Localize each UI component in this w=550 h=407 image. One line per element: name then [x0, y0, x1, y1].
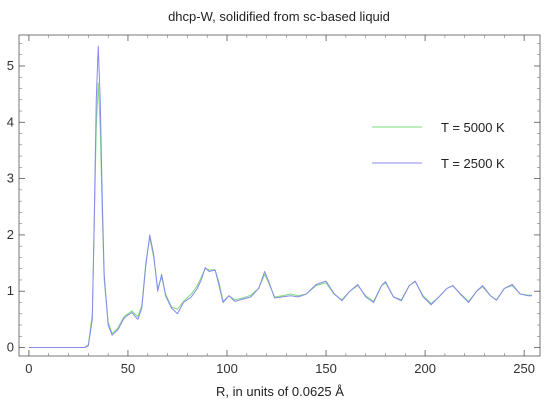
y-tick-label: 0: [7, 340, 14, 355]
legend-label-2: T = 2500 K: [441, 156, 505, 171]
y-tick-label: 4: [7, 114, 14, 129]
x-tick-label: 150: [315, 361, 337, 376]
y-tick-label: 2: [7, 227, 14, 242]
x-tick-label: 200: [414, 361, 436, 376]
x-tick-label: 0: [25, 361, 32, 376]
x-tick-label: 100: [216, 361, 238, 376]
legend-label-1: T = 5000 K: [441, 120, 505, 135]
legend: T = 5000 K T = 2500 K: [372, 120, 505, 171]
axis-ticks: 0 50 100 150 200 250 0 1 2 3 4 5: [7, 35, 540, 376]
y-tick-label: 3: [7, 171, 14, 186]
x-axis-title: R, in units of 0.0625 Å: [216, 384, 344, 399]
series-line-2: [28, 45, 533, 349]
plot-frame: [18, 34, 541, 357]
x-tick-label: 250: [513, 361, 535, 376]
series-layer: [28, 45, 533, 349]
y-tick-label: 1: [7, 283, 14, 298]
x-tick-label: 50: [121, 361, 135, 376]
y-tick-label: 5: [7, 58, 14, 73]
chart-title: dhcp-W, solidified from sc-based liquid: [168, 9, 390, 24]
